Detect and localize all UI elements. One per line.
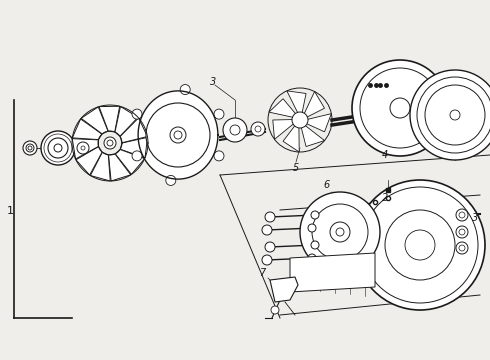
Circle shape: [265, 242, 275, 252]
Circle shape: [214, 109, 224, 119]
Circle shape: [166, 175, 176, 185]
Polygon shape: [287, 91, 306, 115]
Circle shape: [385, 210, 455, 280]
Circle shape: [330, 222, 350, 242]
Circle shape: [41, 131, 75, 165]
Circle shape: [262, 225, 272, 235]
Polygon shape: [76, 147, 102, 175]
Circle shape: [362, 187, 478, 303]
Circle shape: [132, 151, 142, 161]
Polygon shape: [304, 114, 331, 132]
Text: 2: 2: [382, 193, 388, 203]
Circle shape: [336, 228, 344, 236]
Circle shape: [360, 68, 440, 148]
Polygon shape: [303, 91, 324, 118]
Circle shape: [417, 77, 490, 153]
Circle shape: [255, 126, 261, 132]
Polygon shape: [301, 124, 324, 147]
Circle shape: [308, 254, 316, 262]
Circle shape: [132, 109, 142, 119]
Circle shape: [77, 142, 89, 154]
Circle shape: [48, 138, 68, 158]
Polygon shape: [120, 137, 147, 158]
Circle shape: [262, 255, 272, 265]
Text: 3: 3: [210, 77, 216, 87]
Circle shape: [459, 245, 465, 251]
Circle shape: [265, 212, 275, 222]
Circle shape: [405, 230, 435, 260]
Circle shape: [26, 144, 34, 152]
Circle shape: [174, 131, 182, 139]
Polygon shape: [73, 119, 102, 140]
Circle shape: [390, 98, 410, 118]
Circle shape: [456, 209, 468, 221]
Circle shape: [425, 85, 485, 145]
Circle shape: [214, 151, 224, 161]
Circle shape: [355, 180, 485, 310]
Polygon shape: [138, 91, 218, 179]
Circle shape: [271, 306, 279, 314]
Polygon shape: [81, 107, 108, 134]
Circle shape: [312, 204, 368, 260]
Polygon shape: [115, 149, 145, 174]
Circle shape: [410, 70, 490, 160]
Text: 4: 4: [382, 150, 388, 160]
Circle shape: [170, 127, 186, 143]
Circle shape: [352, 60, 448, 156]
Circle shape: [251, 122, 265, 136]
Polygon shape: [273, 120, 295, 139]
Circle shape: [146, 103, 210, 167]
Text: 7: 7: [259, 268, 265, 278]
Circle shape: [450, 110, 460, 120]
Circle shape: [223, 118, 247, 142]
Circle shape: [311, 211, 319, 219]
Polygon shape: [270, 277, 298, 302]
Text: 3: 3: [472, 213, 478, 223]
Circle shape: [456, 242, 468, 254]
Text: 6: 6: [324, 180, 330, 190]
Circle shape: [364, 114, 372, 122]
Polygon shape: [283, 123, 299, 152]
Polygon shape: [109, 154, 131, 181]
Circle shape: [104, 137, 116, 149]
Circle shape: [230, 125, 240, 135]
Polygon shape: [90, 152, 110, 181]
Circle shape: [81, 146, 85, 150]
Circle shape: [180, 85, 190, 95]
Text: 1: 1: [7, 206, 14, 216]
Circle shape: [28, 146, 32, 150]
Polygon shape: [290, 253, 375, 292]
Circle shape: [54, 144, 62, 152]
Circle shape: [292, 112, 308, 128]
Polygon shape: [72, 139, 98, 159]
Text: 5: 5: [293, 163, 299, 173]
Polygon shape: [120, 118, 147, 143]
Circle shape: [311, 241, 319, 249]
Polygon shape: [99, 106, 120, 132]
Circle shape: [459, 229, 465, 235]
Circle shape: [23, 141, 37, 155]
Polygon shape: [269, 99, 297, 118]
Circle shape: [107, 140, 113, 146]
Circle shape: [456, 226, 468, 238]
Circle shape: [300, 192, 380, 272]
Polygon shape: [115, 107, 138, 136]
Circle shape: [459, 212, 465, 218]
Circle shape: [308, 224, 316, 232]
